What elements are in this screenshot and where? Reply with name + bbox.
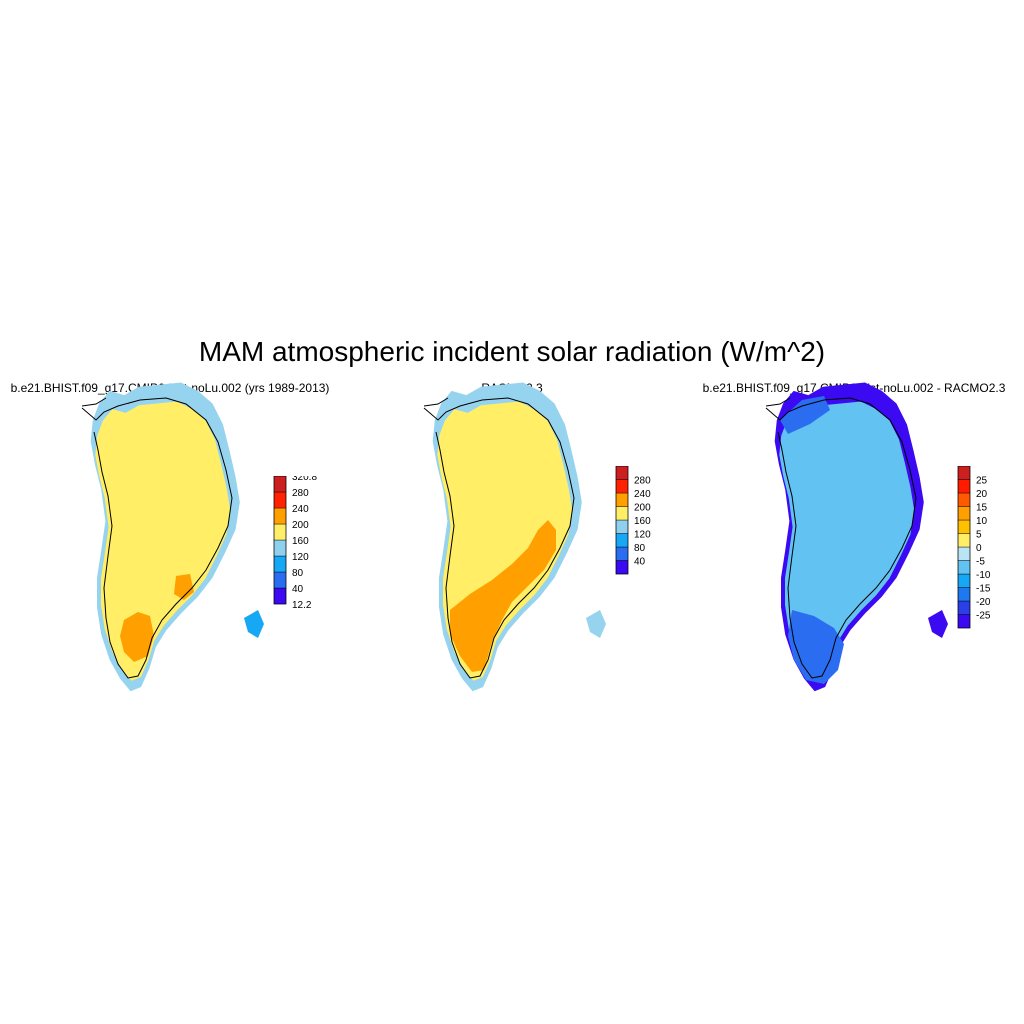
- greenland-map: [423, 382, 606, 692]
- hotspot-region: [788, 610, 844, 684]
- colorbar-label: -20: [976, 597, 991, 608]
- colorbar-swatch: [273, 539, 287, 557]
- hotspot-region: [450, 520, 556, 672]
- map-field: [765, 382, 948, 692]
- colorbar-label: 40: [634, 557, 646, 568]
- colorbar-swatch: [273, 571, 287, 589]
- coastline-north: [765, 397, 791, 407]
- ice-sheet-interior: [779, 401, 915, 681]
- colorbar: 12.2 40 80 120 160 200 240 280 320.8: [273, 476, 317, 611]
- colorbar-swatch: [273, 555, 287, 573]
- colorbar-swatch: [273, 476, 287, 493]
- colorbar-swatch: [957, 479, 971, 494]
- colorbar-swatch: [957, 600, 971, 615]
- colorbar-label: 15: [976, 503, 988, 514]
- colorbar-label: -25: [976, 611, 991, 622]
- colorbar-label: 5: [976, 530, 982, 541]
- colorbar-swatch: [957, 587, 971, 602]
- colorbar-label: 120: [634, 530, 651, 541]
- colorbar-label: -5: [976, 557, 985, 568]
- colorbar-label: -10: [976, 570, 991, 581]
- hotspot-region: [780, 396, 830, 434]
- map-field: [81, 382, 264, 692]
- colorbar-label: 280: [292, 488, 309, 499]
- map-panel-model: b.e21.BHIST.f09_g17.CMIP6-hist-noLu.002 …: [0, 380, 340, 720]
- colorbar-label: 10: [976, 516, 988, 527]
- colorbar-label: 200: [634, 503, 651, 514]
- colorbar-swatch: [957, 560, 971, 575]
- map-panel-difference: b.e21.BHIST.f09_g17.CMIP6-hist-noLu.002 …: [684, 380, 1024, 720]
- colorbar-label: 12.2: [292, 600, 312, 611]
- colorbar-label: 0: [976, 543, 982, 554]
- colorbar-label: 200: [292, 520, 309, 531]
- colorbar-frame: [273, 476, 287, 605]
- island-cluster: [244, 610, 264, 638]
- colorbar-label: 80: [292, 568, 304, 579]
- coastline-north: [81, 397, 107, 407]
- colorbar-label: 320.8: [292, 476, 317, 483]
- greenland-map: [81, 382, 264, 692]
- colorbar-label: -15: [976, 584, 991, 595]
- colorbar-swatch: [273, 491, 287, 509]
- colorbar-swatch: [957, 492, 971, 507]
- colorbar-swatch: [615, 479, 629, 494]
- colorbar-swatch: [615, 466, 629, 480]
- colorbar-swatch: [615, 546, 629, 561]
- colorbar-label: 160: [634, 516, 651, 527]
- colorbar-swatch: [615, 492, 629, 507]
- colorbar-swatch: [615, 519, 629, 534]
- coastline: [765, 397, 917, 679]
- colorbar-label: 40: [292, 584, 304, 595]
- coastline: [81, 397, 233, 679]
- colorbar-frame: [615, 466, 629, 575]
- colorbar-swatch: [273, 507, 287, 525]
- colorbar-swatch: [957, 546, 971, 561]
- colorbar-swatch: [957, 466, 971, 480]
- colorbar-swatch: [615, 506, 629, 521]
- colorbar-swatch: [615, 533, 629, 548]
- ice-sheet-interior: [95, 401, 231, 681]
- colorbar: 40 80 120 160 200 240 280: [615, 466, 651, 575]
- colorbar-frame: [957, 466, 971, 629]
- island-cluster: [586, 610, 606, 638]
- colorbar-swatch: [957, 533, 971, 548]
- coastline: [423, 397, 575, 679]
- coastline-north: [423, 397, 449, 407]
- colorbar-label: 80: [634, 543, 646, 554]
- colorbar-label: 20: [976, 489, 988, 500]
- colorbar-label: 25: [976, 476, 988, 487]
- colorbar-label: 240: [292, 504, 309, 515]
- hotspot-region: [174, 574, 194, 600]
- colorbar-swatch: [957, 573, 971, 588]
- colorbar-swatch: [957, 506, 971, 521]
- colorbar-label: 240: [634, 489, 651, 500]
- island-cluster: [928, 610, 948, 638]
- colorbar-label: 280: [634, 476, 651, 487]
- figure-title: MAM atmospheric incident solar radiation…: [198, 336, 826, 367]
- colorbar-swatch: [615, 560, 629, 575]
- greenland-map: [765, 382, 948, 692]
- colorbar-swatch: [273, 587, 287, 605]
- colorbar: -25 -20 -15 -10 -5 0 5 10 15 20 25: [957, 466, 991, 629]
- colorbar-swatch: [273, 523, 287, 541]
- map-field: [423, 382, 606, 692]
- colorbar-swatch: [957, 614, 971, 629]
- colorbar-label: 120: [292, 552, 309, 563]
- colorbar-swatch: [957, 519, 971, 534]
- hotspot-region: [120, 612, 154, 662]
- colorbar-label: 160: [292, 536, 309, 547]
